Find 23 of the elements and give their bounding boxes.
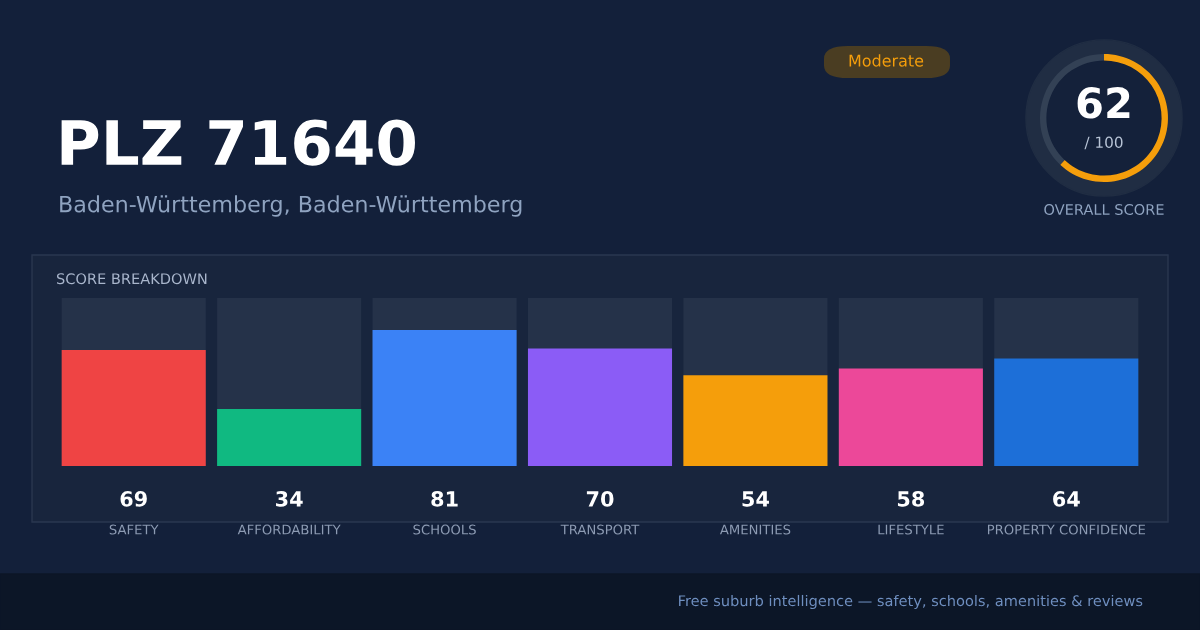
text: Moderate bbox=[849, 54, 924, 67]
text: 62 bbox=[1077, 87, 1130, 119]
text: OVERALL SCORE bbox=[1044, 204, 1164, 216]
x-tick-label: PROPERTY CONFIDENCE bbox=[987, 524, 1146, 535]
data-label: 69 bbox=[120, 491, 147, 507]
text: SCORE BREAKDOWN bbox=[56, 273, 207, 285]
text: / 100 bbox=[1084, 136, 1123, 150]
x-tick-label: LIFESTYLE bbox=[878, 524, 944, 535]
x-tick-label: AFFORDABILITY bbox=[237, 524, 341, 535]
x-tick-label: AMENITIES bbox=[719, 524, 791, 535]
text: Free suburb intelligence — safety, schools, amenities & reviews bbox=[679, 594, 1143, 610]
donut-slice bbox=[1060, 54, 1168, 182]
data-label: 34 bbox=[276, 491, 303, 507]
x-tick-label: SAFETY bbox=[109, 524, 159, 535]
data-label: 64 bbox=[1053, 491, 1080, 507]
data-label: 81 bbox=[431, 491, 458, 507]
data-label: 58 bbox=[897, 491, 925, 507]
x-tick-label: TRANSPORT bbox=[560, 524, 640, 535]
chart-title: PLZ 71640 bbox=[61, 119, 415, 166]
data-label: 54 bbox=[742, 491, 769, 507]
chart-subtitle: Baden-Württemberg, Baden-Württemberg bbox=[60, 195, 522, 217]
x-tick-label: SCHOOLS bbox=[413, 524, 476, 535]
data-label: 70 bbox=[586, 491, 614, 507]
